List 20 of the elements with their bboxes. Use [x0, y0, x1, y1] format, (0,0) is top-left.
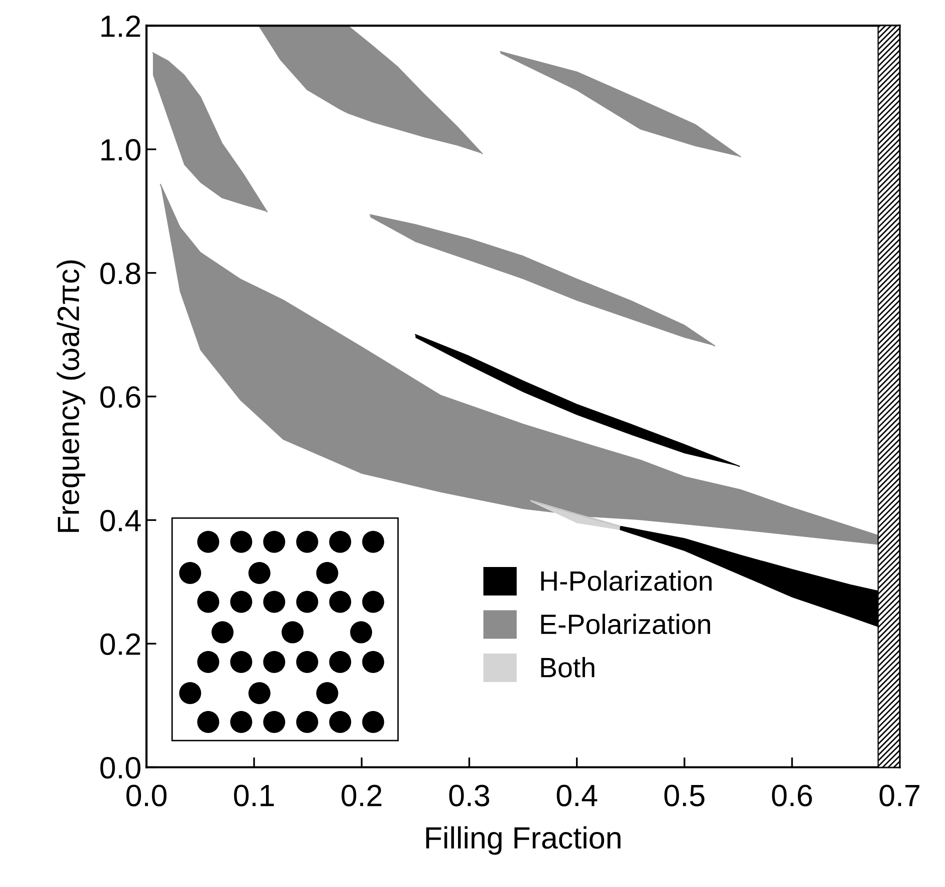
- x-tick-label: 0.0: [126, 784, 167, 806]
- x-tick-label: 0.5: [664, 784, 704, 806]
- y-tick-label: 1.0: [101, 139, 140, 161]
- x-tick-label: 0.3: [449, 784, 490, 806]
- x-tick-label: 0.6: [772, 784, 812, 806]
- x-axis-title: Filling Fraction: [426, 826, 620, 855]
- y-tick-label: 0.0: [100, 756, 140, 779]
- x-tick-label: 0.4: [556, 784, 598, 806]
- legend-label: E-Polarization: [541, 614, 710, 634]
- y-axis-title: Frequency (ωa/2πc): [56, 260, 86, 532]
- x-tick-label: 0.2: [342, 784, 382, 806]
- x-tick-label: 0.7: [880, 784, 920, 806]
- y-tick-label: 1.2: [101, 15, 140, 37]
- y-tick-label: 0.4: [100, 510, 141, 532]
- y-tick-label: 0.2: [100, 633, 140, 656]
- y-tick-label: 0.8: [100, 262, 140, 284]
- legend-label: Both: [541, 657, 594, 678]
- x-tick-label: 0.1: [234, 784, 274, 806]
- legend-label: H-Polarization: [541, 570, 712, 591]
- y-tick-label: 0.6: [100, 386, 140, 408]
